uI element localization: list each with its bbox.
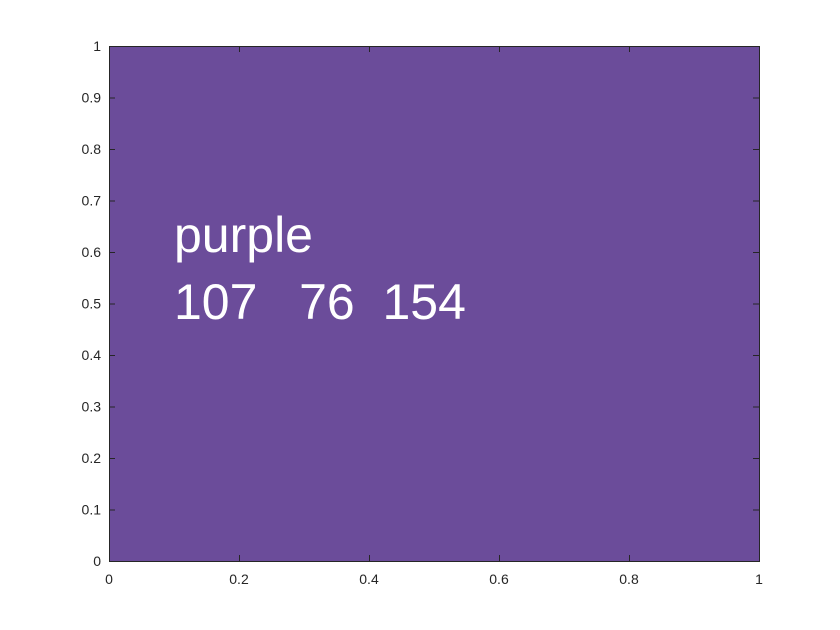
- axes-frame: [109, 46, 760, 562]
- x-tick-label: 0.8: [619, 571, 639, 587]
- x-axis: 0 0.2 0.4 0.6 0.8 1: [105, 46, 763, 587]
- y-tick-label: 0.3: [82, 399, 102, 415]
- x-tick-label: 0.2: [229, 571, 249, 587]
- rgb-values-label: 107 76 154: [174, 274, 466, 330]
- y-tick-label: 0.6: [82, 244, 102, 260]
- x-tick-label: 1: [755, 571, 763, 587]
- color-name-label: purple: [174, 207, 313, 263]
- y-tick-label: 0.1: [82, 502, 102, 518]
- y-tick-label: 0.4: [82, 347, 102, 363]
- y-tick-label: 0.2: [82, 450, 102, 466]
- color-fill-area: [109, 46, 759, 561]
- x-tick-label: 0: [105, 571, 113, 587]
- y-tick-label: 0: [93, 553, 101, 569]
- y-axis: 0 0.1 0.2 0.3 0.4 0.5 0.6 0.7 0.8 0.9 1: [82, 38, 759, 569]
- y-tick-label: 0.8: [82, 141, 102, 157]
- annotations: purple 107 76 154: [174, 207, 466, 330]
- y-tick-label: 1: [93, 38, 101, 54]
- y-tick-label: 0.5: [82, 296, 102, 312]
- x-tick-label: 0.6: [489, 571, 509, 587]
- y-tick-label: 0.9: [82, 90, 102, 106]
- x-tick-label: 0.4: [359, 571, 379, 587]
- y-tick-label: 0.7: [82, 193, 102, 209]
